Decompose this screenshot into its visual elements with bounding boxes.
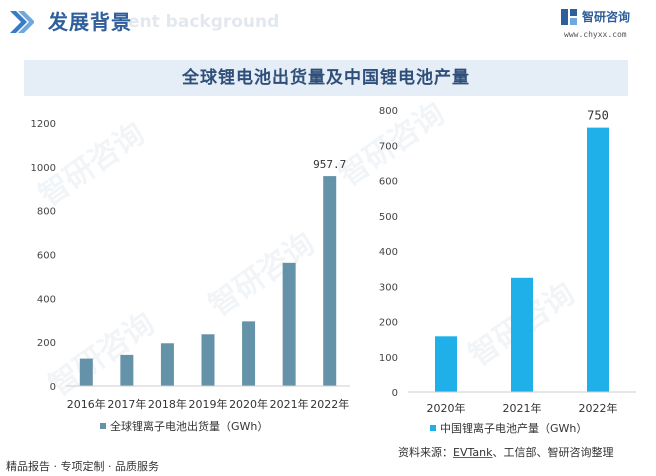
- bar: [587, 127, 609, 392]
- bar: [79, 358, 93, 386]
- x-tick-label: 2020年: [229, 397, 268, 411]
- x-tick-label: 2022年: [310, 397, 349, 411]
- page-title: 发展背景: [48, 10, 132, 34]
- bar: [323, 176, 337, 386]
- y-tick-label: 0: [50, 382, 56, 393]
- source-prefix: 资料来源：: [398, 446, 453, 459]
- brand-url: www.chyxx.com: [564, 30, 627, 39]
- source-note: 资料来源：EVTank、工信部、智研咨询整理: [398, 444, 613, 460]
- header-ghost-text: ent background: [128, 12, 280, 32]
- double-chevron-icon: [10, 11, 34, 33]
- y-tick-label: 500: [379, 212, 398, 223]
- y-tick-label: 0: [392, 388, 398, 399]
- legend-swatch: [100, 423, 106, 429]
- y-tick-label: 100: [379, 353, 398, 364]
- x-tick-label: 2020年: [427, 401, 466, 415]
- bar: [201, 334, 215, 386]
- legend-label: 全球锂离子电池出货量（GWh）: [110, 419, 268, 433]
- source-rest: 、工信部、智研咨询整理: [492, 446, 614, 459]
- x-tick-label: 2019年: [189, 397, 228, 411]
- bar: [282, 262, 296, 386]
- x-tick-label: 2021年: [503, 401, 542, 415]
- legend-swatch: [430, 425, 436, 431]
- y-tick-label: 300: [379, 282, 398, 293]
- chart-title: 全球锂电池出货量及中国锂电池产量: [182, 68, 470, 88]
- brand-logo-icon: [561, 9, 577, 25]
- y-tick-label: 400: [37, 294, 56, 305]
- bar: [120, 354, 134, 386]
- y-tick-label: 600: [379, 177, 398, 188]
- x-tick-label: 2017年: [107, 397, 146, 411]
- x-tick-label: 2018年: [148, 397, 187, 411]
- page-header: ent background 发展背景 智研咨询 www.chyxx.com: [0, 0, 656, 46]
- data-label: 750: [587, 109, 609, 123]
- x-tick-label: 2016年: [67, 397, 106, 411]
- x-tick-label: 2021年: [270, 397, 309, 411]
- y-tick-label: 600: [37, 251, 56, 262]
- bar: [242, 321, 256, 386]
- y-tick-label: 400: [379, 247, 398, 258]
- bar: [160, 343, 174, 386]
- y-tick-label: 1200: [31, 119, 56, 130]
- y-tick-label: 800: [37, 207, 56, 218]
- legend-label: 中国锂离子电池产量（GWh）: [440, 421, 587, 435]
- y-tick-label: 200: [379, 318, 398, 329]
- x-tick-label: 2022年: [579, 401, 618, 415]
- source-evtank: EVTank: [453, 446, 493, 459]
- y-tick-label: 800: [379, 106, 398, 117]
- footer-tagline: 精品报告 · 专项定制 · 品质服务: [6, 460, 159, 473]
- brand-name: 智研咨询: [582, 10, 631, 24]
- chart-title-band: 全球锂电池出货量及中国锂电池产量: [24, 60, 628, 96]
- y-tick-label: 200: [37, 338, 56, 349]
- data-label: 957.7: [313, 158, 346, 171]
- bar: [511, 277, 533, 392]
- y-tick-label: 700: [379, 141, 398, 152]
- y-tick-label: 1000: [31, 163, 56, 174]
- bar: [435, 336, 457, 392]
